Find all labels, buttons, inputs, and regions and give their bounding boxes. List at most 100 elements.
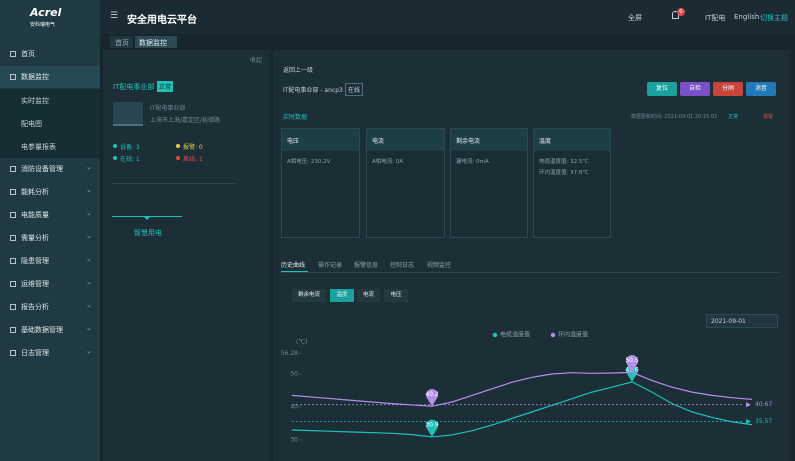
submenu-item[interactable]: 电参量报表	[0, 135, 100, 158]
subtab[interactable]: 电压	[384, 289, 408, 302]
menu-item[interactable]: 数据监控	[0, 66, 100, 88]
stat: 报警: 0	[183, 144, 203, 151]
menu-item[interactable]: 首页	[0, 43, 100, 65]
menu-item[interactable]: 电能质量 ⌄	[0, 204, 100, 226]
tab-active[interactable]: 数据监控	[135, 36, 177, 48]
menu-arrow: ⌄	[86, 324, 92, 332]
detail-tab[interactable]: 视频监控	[427, 262, 452, 269]
menu-label: 日志管理	[21, 349, 49, 357]
subtab[interactable]: 温度	[330, 289, 354, 302]
section-title: 实时数据	[283, 114, 308, 121]
legend-alarm: 报警	[763, 114, 774, 120]
update-time: 数据更新时间: 2021-09-01 20:25:01	[631, 114, 718, 120]
lang[interactable]: English	[734, 13, 760, 21]
user[interactable]: IT配电	[705, 14, 726, 22]
card-header	[534, 129, 610, 151]
stat: 设备: 3	[120, 144, 140, 151]
detail-tab[interactable]: 操作记录	[318, 262, 343, 269]
site-name: IT配电事业部	[150, 105, 186, 112]
legend-label: 电缆温度值	[500, 331, 530, 339]
header-title: 安全用电云平台	[127, 15, 197, 26]
back[interactable]: 返回上一级	[283, 67, 314, 74]
submenu-item[interactable]: 配电图	[0, 112, 100, 135]
menu-item[interactable]: 日志管理 ⌄	[0, 342, 100, 364]
stat-dot	[176, 156, 180, 160]
submenu-item[interactable]: 实时监控	[0, 89, 100, 112]
stat: 在线: 1	[120, 156, 140, 163]
card-title: 剩余电流	[456, 138, 481, 145]
main-panel	[273, 50, 790, 461]
value-pin	[626, 355, 638, 373]
average-arrow	[746, 419, 751, 425]
menu-icon	[10, 74, 16, 80]
detail-tab[interactable]: 历史曲线	[281, 262, 306, 269]
card-header	[367, 129, 444, 151]
series-line	[291, 381, 753, 438]
status-badge: 正常	[157, 81, 174, 92]
menu-item[interactable]: 报告分析 ⌄	[0, 296, 100, 318]
menu-item[interactable]: 隐患管理 ⌄	[0, 250, 100, 272]
collapse[interactable]: 收起	[250, 57, 263, 64]
detail-tab[interactable]: 控制日志	[390, 262, 415, 269]
action-button[interactable]: 自检	[680, 82, 710, 96]
menu-label: 数据监控	[21, 73, 49, 81]
card-title: 温度	[539, 138, 552, 145]
card: 电流 A相电流: 0A	[366, 128, 445, 238]
menu-arrow: ⌄	[86, 301, 92, 309]
date-picker[interactable]: 2021-09-01	[706, 314, 778, 328]
menu-label: 运维管理	[21, 280, 49, 288]
org-name: IT配电事业部	[113, 83, 155, 91]
menu-item[interactable]: 能耗分析 ⌄	[0, 181, 100, 203]
card-line: 环内温度值: 37.8℃	[539, 170, 589, 176]
card: 剩余电流 漏电流: 0mA	[450, 128, 528, 238]
y-tick-label: 50	[290, 370, 298, 377]
value-pin	[626, 364, 638, 382]
menu-icon	[10, 51, 16, 57]
value-pin	[426, 388, 438, 407]
menu-icon	[10, 327, 16, 333]
y-axis-label: (℃)	[296, 339, 307, 346]
fullscreen[interactable]: 全屏	[628, 14, 642, 22]
menu-icon	[10, 281, 16, 287]
action-button[interactable]: 分闸	[713, 82, 743, 96]
value-label: 30.9	[425, 421, 439, 428]
menu-arrow: ⌄	[86, 347, 92, 355]
action-button[interactable]: 消音	[746, 82, 776, 96]
menu-arrow: ⌄	[86, 163, 92, 171]
legend-swatch	[550, 332, 556, 338]
node[interactable]: 智慧用电	[134, 229, 162, 237]
y-tick-label: 40	[290, 403, 298, 410]
menu-item[interactable]: 运维管理 ⌄	[0, 273, 100, 295]
node-arrow	[143, 216, 151, 220]
stat-dot	[176, 144, 180, 148]
tab-divider	[281, 272, 781, 273]
submenu-label: 电参量报表	[21, 143, 56, 151]
legend-normal: 正常	[728, 114, 739, 120]
menu-icon	[10, 258, 16, 264]
value-pin	[426, 419, 438, 437]
header	[100, 0, 795, 34]
badge: 0	[677, 8, 685, 16]
menu-item[interactable]: 需量分析 ⌄	[0, 227, 100, 249]
average-label: 35.57	[755, 418, 772, 425]
card-line: A相电流: 0A	[372, 159, 404, 165]
action-button[interactable]: 复位	[647, 82, 677, 96]
card-header	[451, 129, 527, 151]
subtab[interactable]: 剩余电流	[292, 289, 326, 302]
tab[interactable]: 首页	[110, 36, 133, 48]
detail-tab[interactable]: 报警信息	[354, 262, 379, 269]
menu-item[interactable]: 消防设备管理 ⌄	[0, 158, 100, 180]
card-line: 电缆温度值: 32.5℃	[539, 159, 589, 165]
submenu-label: 配电图	[21, 120, 42, 128]
menu-label: 首页	[21, 50, 35, 58]
subtab[interactable]: 电流	[357, 289, 380, 302]
menu-icon	[10, 189, 16, 195]
theme[interactable]: 切换主题	[760, 14, 788, 22]
y-tick-label: 56.28	[281, 350, 298, 357]
menu-label: 隐患管理	[21, 257, 49, 265]
card: 温度电缆温度值: 32.5℃ 环内温度值: 37.8℃	[533, 128, 611, 238]
menu-item[interactable]: 基础数据管理 ⌄	[0, 319, 100, 341]
menu-toggle[interactable]: ☰	[110, 11, 119, 21]
card-header	[282, 129, 359, 151]
